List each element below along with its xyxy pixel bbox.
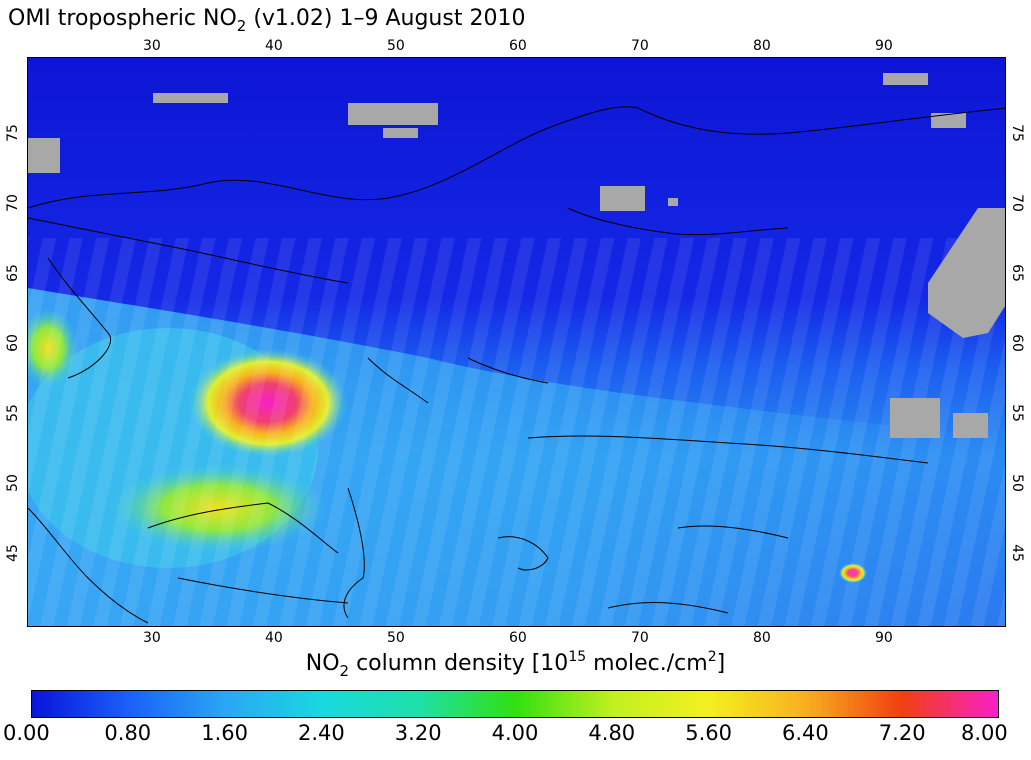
colorbar-tick: 1.60 (201, 721, 248, 745)
lat-tick-left: 60 (4, 334, 21, 352)
colorbar (31, 690, 999, 718)
lat-tick-left: 50 (4, 474, 21, 492)
lat-tick-left: 55 (4, 404, 21, 422)
lat-tick-right: 70 (1008, 194, 1025, 212)
lon-tick-top: 90 (875, 38, 893, 54)
no2-map-svg (28, 58, 1005, 626)
lon-tick-bottom: 30 (143, 630, 161, 646)
colorbar-tick: 0.00 (3, 721, 50, 745)
lon-tick-bottom: 70 (631, 630, 649, 646)
lon-tick-bottom: 60 (509, 630, 527, 646)
colorbar-title: NO2 column density [1015 molec./cm2] (305, 649, 726, 680)
lon-tick-top: 60 (509, 38, 527, 54)
lon-tick-top: 50 (387, 38, 405, 54)
coastlines (28, 106, 1005, 624)
colorbar-tick: 5.60 (685, 721, 732, 745)
missing-data-areas (28, 73, 1005, 438)
lat-tick-left: 70 (4, 194, 21, 212)
lon-tick-bottom: 50 (387, 630, 405, 646)
lat-tick-left: 75 (4, 124, 21, 142)
colorbar-tick: 4.00 (491, 721, 539, 745)
colorbar-tick: 6.40 (782, 721, 829, 745)
lat-tick-right: 45 (1008, 544, 1025, 562)
colorbar-tick: 4.80 (588, 721, 636, 745)
no2-map (27, 57, 1006, 627)
lat-tick-left: 45 (4, 544, 21, 562)
colorbar-tick: 8.00 (961, 721, 1008, 745)
colorbar-tick: 2.40 (298, 721, 345, 745)
colorbar-tick: 7.20 (878, 721, 926, 745)
lon-tick-bottom: 40 (265, 630, 283, 646)
lat-tick-right: 50 (1008, 474, 1025, 492)
lat-tick-right: 75 (1008, 124, 1025, 142)
swath-stripes (28, 238, 1005, 626)
map-title: OMI tropospheric NO2 (v1.02) 1–9 August … (8, 6, 526, 35)
lon-tick-top: 30 (143, 38, 161, 54)
lon-tick-top: 40 (265, 38, 283, 54)
lat-tick-right: 60 (1008, 334, 1025, 352)
lat-tick-left: 65 (4, 264, 21, 282)
lon-tick-top: 80 (753, 38, 771, 54)
lon-tick-top: 70 (631, 38, 649, 54)
lat-tick-right: 65 (1008, 264, 1025, 282)
lon-tick-bottom: 80 (753, 630, 771, 646)
lat-tick-right: 55 (1008, 404, 1025, 422)
colorbar-tick: 3.20 (394, 721, 442, 745)
colorbar-tick: 0.80 (104, 721, 152, 745)
lon-tick-bottom: 90 (875, 630, 893, 646)
